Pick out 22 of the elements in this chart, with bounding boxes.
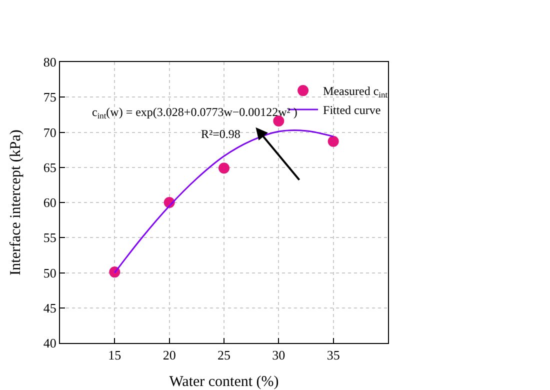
x-tick-label: 20 <box>162 348 176 363</box>
y-tick-label: 70 <box>43 124 56 140</box>
x-tick-label: 15 <box>108 348 122 363</box>
y-tick-label: 65 <box>43 160 56 175</box>
y-tick-label: 60 <box>43 195 56 210</box>
x-tick-label: 30 <box>272 348 286 363</box>
y-tick-label: 75 <box>43 90 56 105</box>
legend-label: Measured c$_{int}$ <box>323 84 388 100</box>
point <box>218 162 230 174</box>
x-axis-title: Water content (%) <box>169 374 279 390</box>
point <box>328 136 339 147</box>
y-tick-label: 80 <box>43 54 56 70</box>
point <box>109 266 120 278</box>
annotation: R²=0.98 <box>201 127 240 141</box>
x-tick-label: 35 <box>326 348 340 363</box>
y-tick-label: 50 <box>43 265 56 280</box>
y-tick-label: 45 <box>43 300 56 316</box>
y-axis-title: Interface intercept (kPa) <box>8 130 24 276</box>
y-tick-label: 55 <box>43 230 56 246</box>
x-tick-label: 25 <box>218 348 230 363</box>
legend-label: Fitted curve <box>323 103 381 118</box>
y-tick-label: 40 <box>43 336 56 351</box>
